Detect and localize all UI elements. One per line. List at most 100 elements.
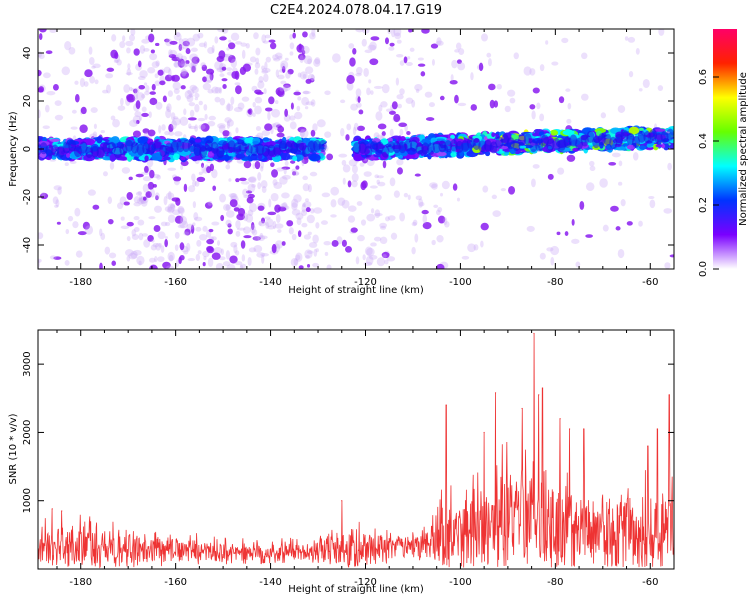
speckle-mark	[241, 49, 246, 59]
speckle-mark	[304, 198, 309, 202]
speckle-mark	[251, 183, 256, 188]
band-mark	[518, 145, 527, 149]
speckle-mark	[347, 180, 352, 188]
speckle-mark	[247, 109, 252, 114]
band-base-mark	[221, 140, 230, 153]
speckle-mark	[184, 228, 191, 236]
speckle-mark	[194, 180, 200, 187]
speckle-mark	[248, 247, 257, 253]
speckle-mark	[61, 66, 71, 76]
band-mark	[180, 156, 186, 161]
speckle-mark	[658, 29, 665, 36]
speckle-mark	[91, 65, 96, 69]
speckle-mark	[171, 75, 175, 82]
speckle-mark	[53, 256, 62, 260]
speckle-mark	[54, 114, 64, 121]
speckle-mark	[264, 123, 273, 131]
speckle-mark	[252, 236, 261, 241]
speckle-mark	[42, 125, 50, 130]
speckle-mark	[436, 234, 444, 243]
speckle-mark	[368, 254, 378, 260]
speckle-mark	[40, 192, 49, 200]
speckle-mark	[141, 38, 150, 44]
speckle-mark	[189, 84, 197, 91]
speckle-mark	[254, 68, 259, 75]
speckle-mark	[186, 223, 194, 230]
speckle-mark	[436, 37, 442, 46]
speckle-mark	[223, 203, 231, 212]
speckle-mark	[193, 212, 199, 221]
speckle-mark	[295, 254, 301, 261]
speckle-mark	[551, 61, 559, 66]
speckle-mark	[451, 59, 458, 69]
speckle-mark	[370, 90, 374, 95]
speckle-mark	[282, 174, 291, 180]
speckle-mark	[139, 70, 148, 79]
speckle-mark	[225, 103, 234, 112]
band-base-mark	[438, 140, 447, 153]
speckle-mark	[174, 231, 180, 239]
speckle-mark	[135, 191, 142, 196]
speckle-mark	[153, 224, 161, 233]
speckle-mark	[261, 129, 271, 137]
speckle-mark	[532, 87, 540, 94]
band-base-mark	[90, 145, 99, 158]
speckle-mark	[399, 88, 405, 96]
speckle-mark	[187, 89, 195, 95]
spectrogram-x-tick-label: -100	[449, 277, 472, 288]
speckle-mark	[345, 246, 352, 253]
speckle-mark	[480, 222, 489, 231]
spectrogram-x-tick-label: -120	[354, 277, 377, 288]
speckle-mark	[247, 183, 256, 193]
speckle-mark	[260, 160, 264, 169]
speckle-mark	[264, 216, 271, 220]
speckle-mark	[274, 100, 279, 105]
speckle-mark	[214, 36, 219, 44]
speckle-mark	[431, 239, 436, 246]
speckle-mark	[150, 244, 157, 251]
speckle-mark	[139, 44, 146, 54]
speckle-mark	[180, 85, 186, 90]
speckle-mark	[277, 229, 282, 233]
speckle-mark	[455, 42, 462, 50]
speckle-mark	[217, 123, 226, 129]
speckle-mark	[255, 57, 260, 65]
band-mark	[163, 156, 171, 161]
speckle-mark	[162, 95, 167, 103]
speckle-mark	[418, 198, 424, 208]
spectrogram-x-axis-label: Height of straight line (km)	[288, 285, 424, 296]
speckle-mark	[45, 50, 53, 55]
speckle-mark	[147, 181, 155, 190]
speckle-mark	[191, 65, 196, 73]
speckle-mark	[64, 162, 69, 167]
speckle-mark	[186, 94, 194, 103]
speckle-mark	[264, 107, 273, 112]
speckle-mark	[271, 243, 277, 254]
speckle-mark	[243, 226, 251, 234]
speckle-mark	[361, 38, 367, 47]
snr-panel: -180 -160 -140 -120 -100 -80 -60 1000 2000 3000 H…	[8, 329, 675, 595]
band-mark	[194, 138, 202, 143]
speckle-mark	[178, 43, 183, 51]
speckle-mark	[235, 41, 243, 45]
speckle-mark	[287, 68, 294, 75]
speckle-mark	[307, 264, 311, 268]
speckle-mark	[255, 47, 261, 56]
speckle-mark	[397, 167, 403, 175]
speckle-mark	[126, 192, 133, 201]
speckle-mark	[357, 96, 361, 103]
speckle-mark	[233, 207, 240, 212]
speckle-mark	[174, 215, 184, 224]
speckle-mark	[178, 46, 184, 51]
speckle-mark	[113, 59, 119, 63]
band-base-mark	[170, 140, 179, 153]
speckle-mark	[147, 129, 156, 137]
band-mark	[430, 137, 438, 143]
speckle-mark	[176, 53, 183, 61]
speckle-mark	[219, 193, 226, 203]
speckle-mark	[289, 115, 296, 121]
speckle-mark	[252, 101, 256, 108]
speckle-mark	[227, 228, 233, 235]
speckle-mark	[632, 152, 639, 161]
speckle-mark	[185, 60, 190, 65]
